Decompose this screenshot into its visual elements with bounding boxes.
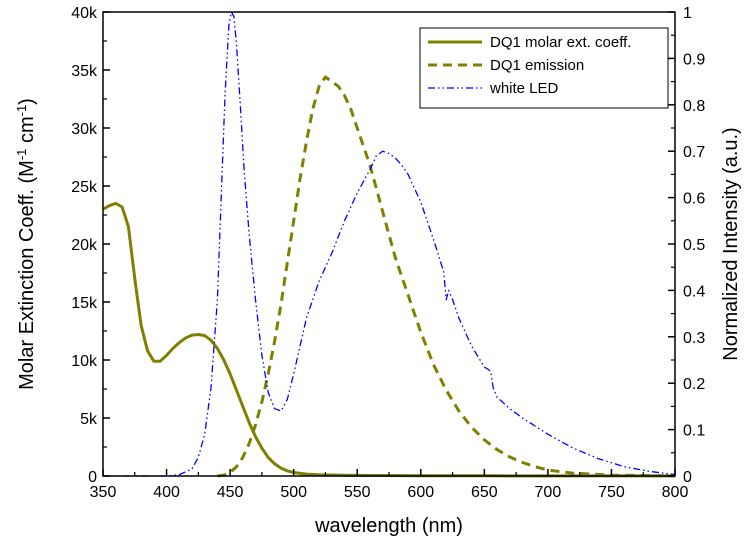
y-right-tick-label: 0.3: [683, 330, 705, 347]
y-left-tick-label: 25k: [71, 179, 98, 196]
y-right-tick-label: 0.4: [683, 283, 705, 300]
series-line-3: [103, 11, 676, 477]
x-tick-label: 350: [90, 484, 117, 501]
series-layer: [102, 11, 676, 478]
y-left-title-main: Molar Extinction Coeff. (M: [16, 160, 38, 390]
y-left-tick-label: 35k: [71, 63, 98, 80]
series-line-2: [217, 75, 676, 478]
y-right-tick-label: 0.2: [683, 376, 705, 393]
y-left-title-end: ): [16, 98, 38, 105]
x-tick-label: 500: [280, 484, 307, 501]
x-tick-label: 600: [407, 484, 434, 501]
x-tick-label: 700: [535, 484, 562, 501]
y-right-tick-label: 0.5: [683, 237, 705, 254]
y-left-axis-title: Molar Extinction Coeff. (M-1 cm-1): [14, 98, 39, 390]
x-tick-label: 400: [153, 484, 180, 501]
y-right-tick-label: 0: [683, 469, 692, 486]
y-right-tick-label: 1: [683, 5, 692, 22]
y-right-tick-label: 0.6: [683, 191, 705, 208]
x-tick-label: 650: [471, 484, 498, 501]
y-right-tick-label: 0.8: [683, 98, 705, 115]
y-left-tick-label: 0: [88, 469, 97, 486]
x-tick-label: 750: [598, 484, 625, 501]
y-left-tick-label: 20k: [71, 237, 98, 254]
y-left-tick-label: 10k: [71, 353, 98, 370]
legend-label: DQ1 emission: [490, 57, 584, 74]
y-left-tick-label: 30k: [71, 121, 98, 138]
x-tick-label: 550: [344, 484, 371, 501]
y-right-tick-label: 0.9: [683, 51, 705, 68]
ticks-layer: 350 400 450 500 550 600 650 700 750 80005k10k15k2…: [71, 5, 705, 501]
x-axis-title: wavelength (nm): [314, 515, 463, 537]
legend-label: DQ1 molar ext. coeff.: [490, 34, 631, 51]
y-right-tick-label: 0.1: [683, 423, 705, 440]
y-right-axis-title: Normalized Intensity (a.u.): [720, 127, 742, 360]
y-left-title-sup2: -1: [14, 105, 29, 117]
legend: DQ1 molar ext. coeff. DQ1 emission white L…: [419, 27, 669, 109]
y-left-tick-label: 5k: [80, 411, 98, 428]
y-left-tick-label: 15k: [71, 295, 98, 312]
legend-label: white LED: [489, 80, 559, 97]
x-tick-label: 800: [662, 484, 689, 501]
y-left-title-mid: cm: [16, 116, 38, 148]
y-left-title-sup1: -1: [14, 149, 29, 161]
series-line-1: [102, 201, 675, 478]
x-tick-label: 450: [217, 484, 244, 501]
y-right-tick-label: 0.7: [683, 144, 705, 161]
y-left-tick-label: 40k: [71, 5, 98, 22]
